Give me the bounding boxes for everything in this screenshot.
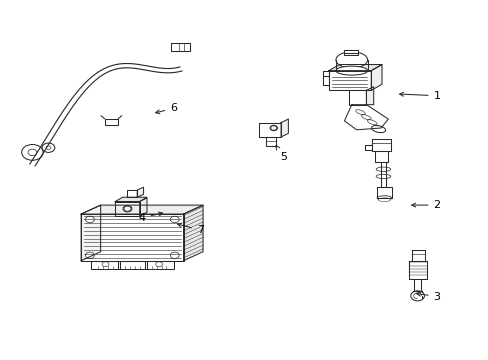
Polygon shape: [140, 198, 147, 216]
Text: 3: 3: [416, 292, 440, 302]
Polygon shape: [408, 261, 427, 279]
Bar: [348, 90, 366, 105]
Polygon shape: [323, 76, 328, 85]
Text: 2: 2: [411, 200, 440, 210]
Text: 6: 6: [155, 103, 177, 114]
Text: 5: 5: [275, 145, 286, 162]
Polygon shape: [115, 202, 140, 216]
Polygon shape: [81, 205, 203, 214]
Circle shape: [21, 144, 43, 160]
Circle shape: [410, 291, 424, 301]
Circle shape: [170, 216, 179, 223]
Ellipse shape: [335, 52, 367, 68]
Polygon shape: [281, 119, 288, 137]
Ellipse shape: [378, 198, 390, 202]
Text: 1: 1: [399, 91, 440, 101]
Circle shape: [270, 126, 276, 130]
Polygon shape: [127, 190, 137, 197]
Circle shape: [85, 216, 94, 223]
Ellipse shape: [371, 126, 385, 132]
Circle shape: [42, 143, 55, 152]
Ellipse shape: [269, 125, 277, 131]
Polygon shape: [376, 187, 391, 198]
Bar: [344, 50, 357, 55]
Text: 7: 7: [177, 223, 204, 235]
Polygon shape: [118, 261, 147, 269]
Polygon shape: [259, 123, 281, 137]
Ellipse shape: [375, 174, 390, 179]
Polygon shape: [266, 137, 276, 146]
Polygon shape: [344, 105, 387, 130]
Polygon shape: [81, 205, 101, 261]
Ellipse shape: [375, 167, 390, 171]
Ellipse shape: [335, 66, 367, 75]
Circle shape: [124, 206, 131, 211]
Polygon shape: [328, 71, 370, 90]
Polygon shape: [137, 187, 143, 197]
Polygon shape: [171, 42, 189, 51]
Polygon shape: [370, 64, 381, 90]
Polygon shape: [183, 205, 203, 261]
Circle shape: [156, 262, 162, 267]
Polygon shape: [371, 139, 390, 151]
Polygon shape: [115, 197, 147, 202]
Polygon shape: [81, 214, 183, 261]
Polygon shape: [144, 261, 173, 269]
Circle shape: [170, 252, 179, 258]
Polygon shape: [366, 87, 373, 105]
Polygon shape: [374, 151, 387, 162]
Circle shape: [46, 146, 51, 149]
Polygon shape: [323, 71, 328, 76]
Polygon shape: [91, 261, 120, 269]
Polygon shape: [411, 250, 424, 261]
Polygon shape: [328, 64, 381, 71]
Circle shape: [102, 262, 109, 267]
Circle shape: [28, 149, 37, 156]
Circle shape: [85, 252, 94, 258]
Bar: [104, 119, 118, 125]
Text: 4: 4: [138, 212, 163, 222]
Polygon shape: [365, 145, 371, 149]
Ellipse shape: [376, 196, 391, 200]
Ellipse shape: [123, 206, 132, 212]
